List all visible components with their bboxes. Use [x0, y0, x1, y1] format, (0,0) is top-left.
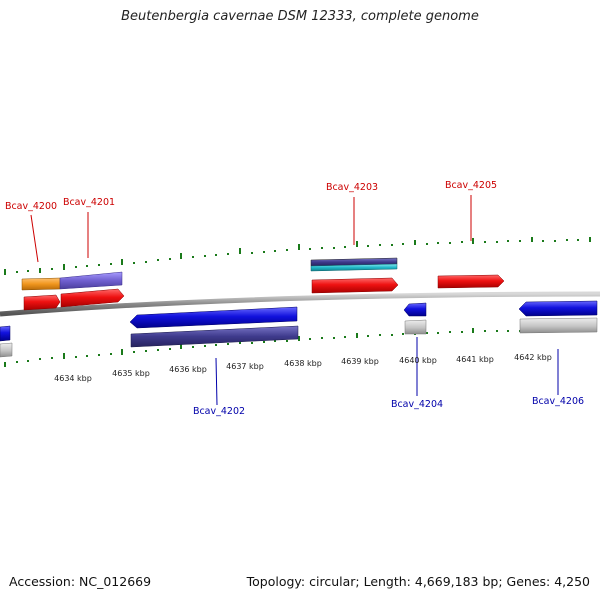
gene-feature[interactable] [311, 277, 399, 294]
gene-feature[interactable] [404, 319, 427, 335]
gene-feature[interactable] [59, 271, 123, 290]
scale-label: 4636 kbp [169, 365, 207, 374]
scale-label: 4642 kbp [514, 353, 552, 362]
map-title: Beutenbergia cavernae DSM 12333, complet… [121, 9, 479, 24]
gene-label-bcav-4203: Bcav_4203 [326, 182, 378, 193]
gene-feature[interactable] [310, 263, 398, 272]
scale-label: 4638 kbp [284, 359, 322, 368]
topology-summary-text: Topology: circular; Length: 4,669,183 bp… [246, 574, 590, 589]
gene-feature[interactable] [129, 306, 298, 329]
gene-feature[interactable] [0, 325, 11, 342]
gene-label-bcav-4204: Bcav_4204 [391, 399, 443, 410]
scale-label: 4639 kbp [341, 357, 379, 366]
gene-feature[interactable] [0, 342, 13, 358]
gene-feature[interactable] [23, 294, 61, 311]
gene-feature[interactable] [403, 302, 427, 317]
scale-label: 4640 kbp [399, 356, 437, 365]
gene-label-bcav-4201: Bcav_4201 [63, 197, 115, 208]
genome-backbone [0, 291, 600, 317]
gene-feature[interactable] [518, 300, 598, 317]
scale-label: 4635 kbp [112, 369, 150, 378]
gene-feature[interactable] [437, 274, 505, 289]
gene-feature[interactable] [60, 288, 125, 308]
scale-label: 4634 kbp [54, 374, 92, 383]
gene-label-bcav-4205: Bcav_4205 [445, 180, 497, 191]
gene-feature[interactable] [519, 317, 598, 334]
scale-label: 4641 kbp [456, 355, 494, 364]
gene-label-bcav-4206: Bcav_4206 [532, 396, 584, 407]
gene-feature[interactable] [130, 325, 299, 348]
gene-feature[interactable] [21, 277, 61, 291]
gene-label-bcav-4200: Bcav_4200 [5, 201, 57, 212]
scale-label: 4637 kbp [226, 362, 264, 371]
upper-tick-row [4, 237, 591, 275]
gene-label-bcav-4202: Bcav_4202 [193, 406, 245, 417]
label-leader-lines [30, 195, 559, 406]
accession-text: Accession: NC_012669 [9, 574, 152, 589]
